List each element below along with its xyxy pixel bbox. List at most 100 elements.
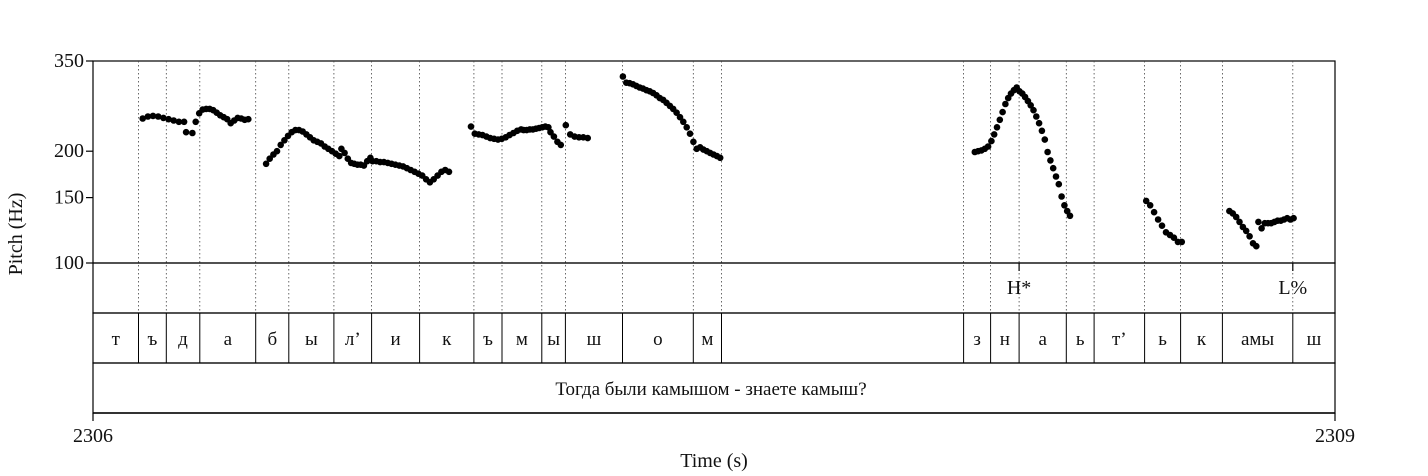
y-tick-label: 150 — [54, 187, 84, 209]
pitch-point — [1150, 208, 1158, 216]
segment-label: т’ — [1112, 329, 1127, 350]
segment-label: л’ — [345, 329, 361, 350]
pitch-point — [1058, 193, 1065, 200]
pitch-point — [277, 141, 285, 149]
pitch-point — [619, 73, 627, 80]
segment-label: м — [701, 329, 713, 350]
pitch-point — [192, 118, 199, 126]
pitch-point — [557, 141, 565, 149]
pitch-point — [1290, 214, 1297, 222]
pitch-point — [1253, 242, 1260, 250]
pitch-point — [336, 152, 343, 160]
pitch-axis-ticks: 350 200 150 100 — [54, 50, 93, 274]
tone-label: L% — [1278, 277, 1307, 299]
pitch-point — [673, 109, 680, 116]
pitch-point — [1033, 113, 1040, 120]
pitch-point — [716, 154, 724, 162]
segment-label: а — [224, 329, 233, 350]
segment-label: з — [973, 329, 981, 350]
segment-label: к — [1197, 329, 1207, 350]
pitch-point — [1052, 173, 1060, 180]
pitch-point — [1061, 202, 1068, 209]
segment-tier-frame — [92, 312, 1336, 364]
x-tick-label-end: 2309 — [1315, 425, 1355, 447]
segment-label: а — [1038, 329, 1047, 350]
pitch-points — [139, 73, 1297, 250]
pitch-point — [562, 121, 570, 129]
pitch-point — [1255, 218, 1262, 226]
segment-label: и — [391, 329, 401, 350]
pitch-point — [1035, 119, 1043, 127]
pitch-point — [1258, 225, 1265, 232]
segment-labels: т ъ д а б ы л’ и к ъ м ы ш о м з н а ь т’ ь к амы ш — [112, 329, 1322, 350]
x-tick-label-start: 2306 — [73, 425, 113, 447]
pitch-point — [993, 124, 1001, 131]
pitch-point — [154, 113, 162, 120]
segment-label: о — [653, 329, 663, 350]
pitch-point — [189, 129, 196, 137]
segment-label: ъ — [483, 329, 493, 350]
pitch-point — [1044, 148, 1051, 156]
segment-label: ы — [547, 329, 560, 350]
pitch-point — [1142, 197, 1150, 205]
y-tick-label: 200 — [54, 140, 84, 162]
pitch-point — [999, 108, 1006, 116]
segment-label: ь — [1158, 329, 1167, 350]
tone-tier-frame — [92, 262, 1336, 314]
pitch-point — [1232, 213, 1240, 221]
pitch-point — [341, 149, 348, 157]
pitch-point — [144, 113, 152, 120]
segment-label: ш — [1307, 329, 1322, 350]
segment-label: ъ — [147, 329, 157, 350]
segment-label: м — [516, 329, 528, 350]
pitch-point — [139, 115, 146, 122]
pitch-point — [165, 115, 172, 123]
pitch-point — [1041, 136, 1049, 143]
y-axis-label: Pitch (Hz) — [5, 193, 27, 276]
pitch-point — [170, 117, 177, 124]
pitch-point — [1049, 164, 1057, 172]
segment-label: б — [267, 329, 277, 350]
pitch-point — [1146, 202, 1154, 209]
sentence-text: Тогда были камышом - знаете камыш? — [555, 379, 866, 400]
segment-label: т — [112, 329, 121, 350]
y-tick-label: 350 — [54, 50, 84, 72]
pitch-point — [990, 131, 998, 138]
pitch-point — [1038, 127, 1046, 135]
segment-label: к — [442, 329, 452, 350]
tone-label: H* — [1007, 277, 1031, 299]
pitch-point — [1170, 234, 1178, 241]
pitch-point — [1002, 100, 1009, 108]
pitch-point — [584, 134, 591, 142]
pitch-point — [550, 133, 558, 140]
pitch-point — [680, 118, 687, 126]
pitch-point — [262, 160, 270, 168]
pitch-point — [245, 115, 252, 123]
pitch-panel-frame — [92, 60, 1336, 264]
segment-boundary-lines — [138, 61, 1294, 363]
segment-label: н — [1000, 329, 1010, 350]
pitch-point — [175, 118, 183, 126]
tone-labels: H* L% — [1007, 263, 1307, 299]
pitch-point — [988, 137, 995, 145]
segment-label: ш — [587, 329, 602, 350]
y-tick-label: 100 — [54, 252, 84, 274]
segment-label: д — [178, 329, 188, 350]
pitch-point — [686, 130, 694, 137]
pitch-point — [676, 113, 684, 121]
pitch-point — [1242, 227, 1250, 235]
pitch-point — [1030, 106, 1037, 114]
pitch-point — [1246, 233, 1253, 240]
pitch-point — [984, 143, 992, 150]
pitch-point — [273, 147, 281, 155]
pitch-point — [182, 128, 190, 136]
pitch-point — [1066, 212, 1074, 220]
pitch-point — [1178, 238, 1186, 246]
pitch-point — [180, 118, 188, 126]
pitch-point — [1055, 180, 1063, 188]
pitch-point — [149, 112, 157, 120]
x-axis-label: Time (s) — [680, 450, 748, 472]
pitch-point — [996, 116, 1004, 124]
pitch-point — [1027, 102, 1034, 109]
